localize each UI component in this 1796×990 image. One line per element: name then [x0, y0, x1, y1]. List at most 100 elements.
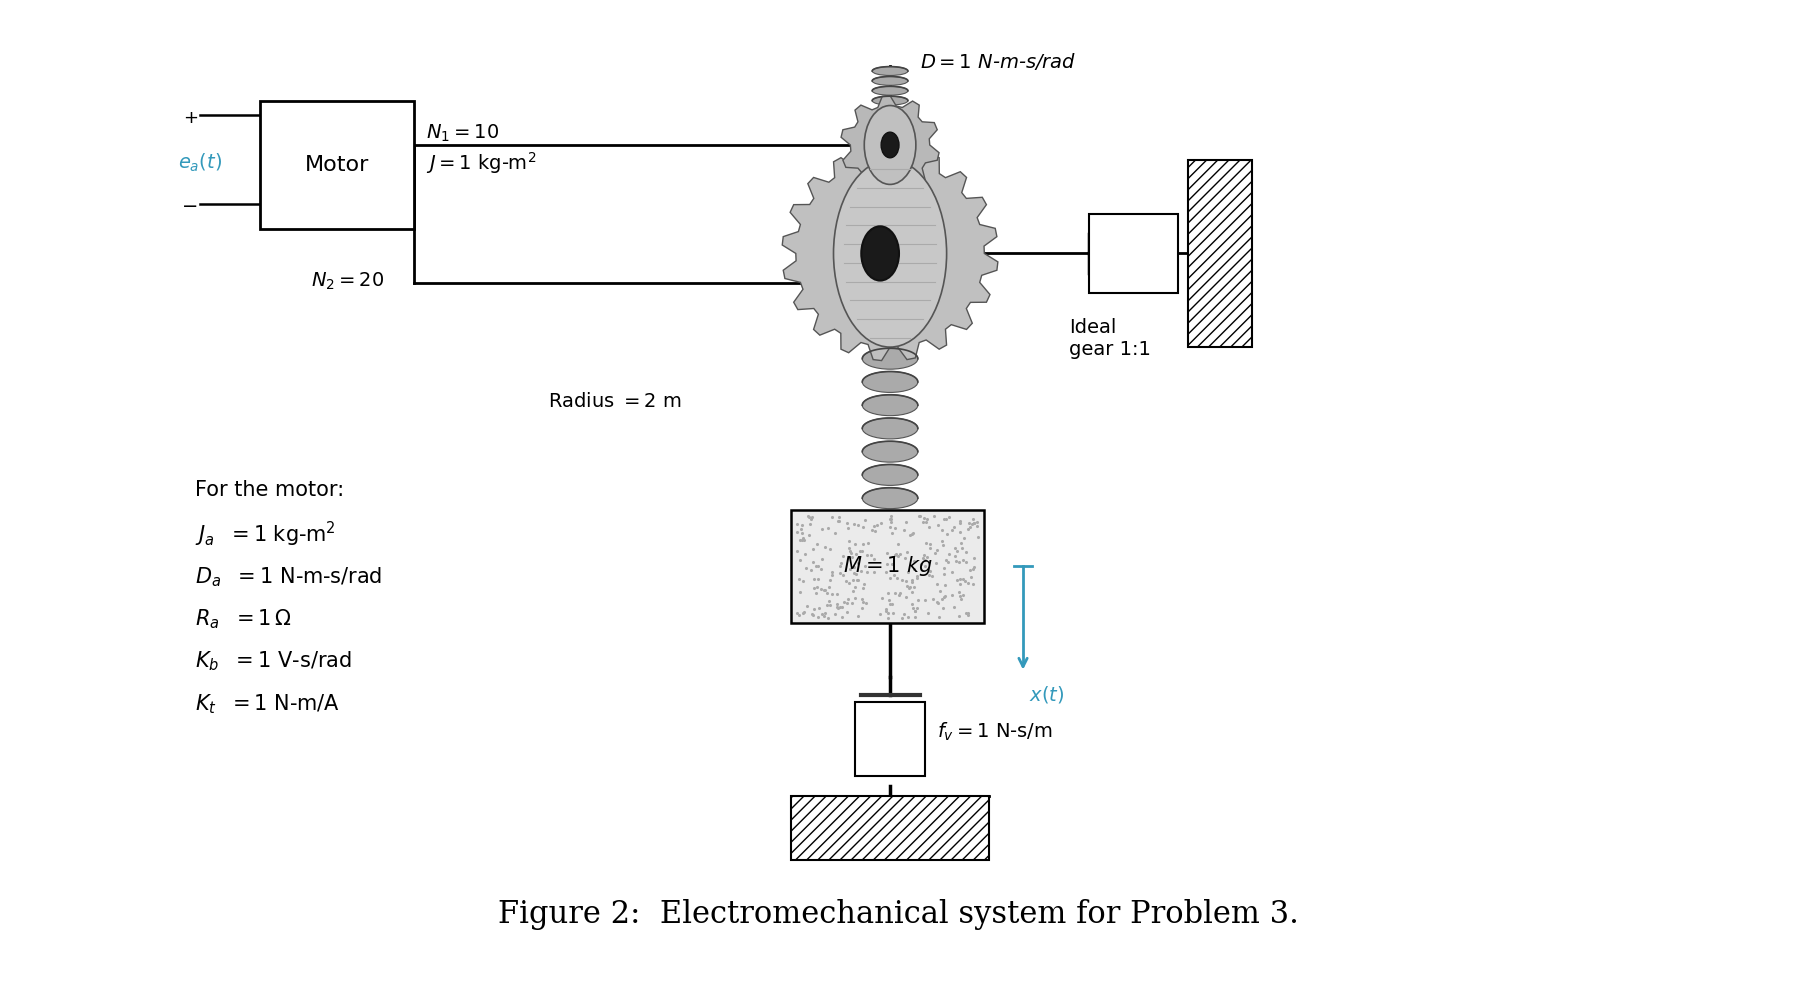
Point [939, 599, 968, 615]
Point [938, 587, 966, 603]
Point [894, 563, 923, 579]
Point [801, 585, 830, 601]
Point [880, 567, 909, 583]
Point [961, 549, 990, 565]
Point [880, 585, 909, 601]
Point [948, 540, 977, 555]
Ellipse shape [873, 96, 909, 105]
Point [788, 573, 817, 589]
Point [885, 585, 914, 601]
Point [812, 605, 841, 621]
Point [796, 509, 824, 525]
Point [918, 568, 946, 584]
Point [959, 512, 988, 528]
Point [839, 583, 867, 599]
Point [803, 536, 832, 551]
Point [948, 587, 977, 603]
Point [916, 536, 945, 551]
Ellipse shape [862, 464, 918, 485]
Point [907, 556, 936, 572]
Bar [855, 702, 925, 776]
Point [898, 600, 927, 616]
Point [803, 609, 832, 625]
Point [885, 546, 914, 562]
Point [876, 570, 905, 586]
Point [929, 601, 957, 617]
Point [954, 575, 982, 591]
Point [873, 545, 902, 561]
Point [893, 578, 921, 594]
Point [882, 520, 911, 536]
Point [814, 585, 842, 601]
Point [950, 573, 979, 589]
Point [955, 519, 984, 535]
Ellipse shape [862, 418, 918, 439]
Point [812, 539, 841, 554]
Point [824, 510, 853, 526]
Ellipse shape [882, 132, 900, 157]
Point [876, 515, 905, 531]
Point [884, 536, 912, 551]
Point [911, 552, 939, 568]
Point [923, 517, 952, 533]
Point [954, 606, 982, 622]
Point [876, 555, 905, 571]
Text: Radius $= 2$ m: Radius $= 2$ m [548, 392, 682, 411]
Point [832, 573, 860, 589]
Point [797, 562, 826, 578]
Text: $J = 1$ kg-m$^2$: $J = 1$ kg-m$^2$ [426, 149, 535, 175]
Point [916, 562, 945, 578]
Point [790, 604, 819, 620]
Point [900, 553, 929, 569]
Point [790, 545, 819, 561]
Point [932, 512, 961, 528]
Point [853, 547, 882, 563]
Point [878, 596, 907, 612]
Point [948, 571, 977, 587]
Text: −: − [181, 197, 198, 216]
Point [866, 606, 894, 622]
Point [893, 544, 921, 559]
Point [799, 580, 828, 596]
Point [841, 545, 869, 561]
Point [783, 605, 812, 621]
Point [946, 591, 975, 607]
Point [867, 590, 896, 606]
Point [839, 565, 867, 581]
Point [860, 563, 889, 579]
Point [909, 550, 938, 566]
Point [878, 605, 907, 621]
Point [814, 610, 842, 626]
Point [858, 522, 887, 538]
Point [893, 609, 921, 625]
Point [898, 525, 927, 541]
Point [959, 515, 988, 531]
Point [794, 508, 823, 524]
Point [934, 554, 963, 570]
Point [920, 508, 948, 524]
Point [943, 544, 972, 559]
Point [833, 604, 862, 620]
Point [823, 601, 851, 617]
Point [934, 510, 963, 526]
Point [941, 547, 970, 563]
Point [934, 545, 963, 561]
Bar [1088, 214, 1178, 293]
Point [930, 511, 959, 527]
Point [835, 575, 864, 591]
Point [850, 576, 878, 592]
Point [921, 555, 950, 571]
Point [817, 586, 846, 602]
Ellipse shape [862, 371, 918, 392]
Point [871, 601, 900, 617]
Point [837, 549, 866, 565]
Point [875, 519, 903, 535]
Point [823, 513, 851, 529]
Ellipse shape [862, 442, 918, 462]
Point [925, 609, 954, 625]
Ellipse shape [873, 76, 909, 85]
Text: $D_a$  $= 1$ N-m-s/rad: $D_a$ $= 1$ N-m-s/rad [196, 565, 383, 589]
Point [898, 596, 927, 612]
Point [873, 610, 902, 626]
Point [932, 552, 961, 568]
